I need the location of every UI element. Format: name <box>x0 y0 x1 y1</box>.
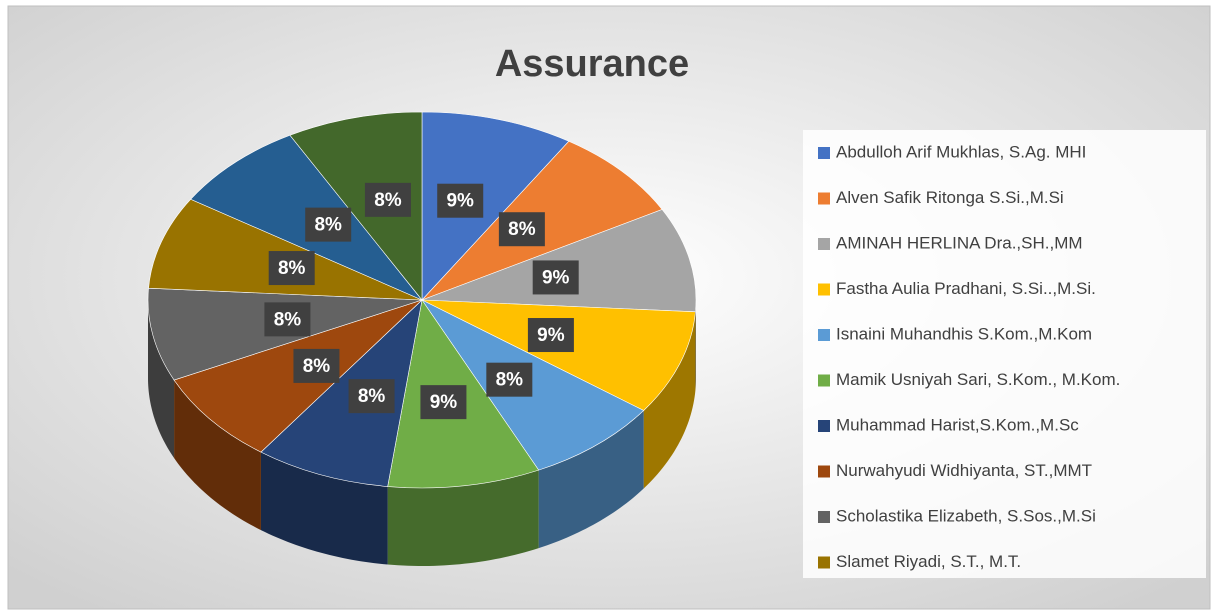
data-label-box <box>305 207 352 242</box>
legend-label: Scholastika Elizabeth, S.Sos.,M.Si <box>836 506 1096 525</box>
legend-swatch <box>818 238 830 250</box>
data-label-box <box>437 183 484 218</box>
data-label: 8% <box>278 258 306 279</box>
slice <box>421 111 570 301</box>
legend-label: Nurwahyudi Widhiyanta, ST.,MMT <box>836 461 1092 480</box>
data-label: 9% <box>446 191 474 212</box>
legend-label: Abdulloh Arif Mukhlas, S.Ag. MHI <box>836 142 1086 161</box>
data-label: 8% <box>274 309 302 330</box>
slice-side <box>260 452 388 565</box>
legend-swatch <box>818 283 830 296</box>
data-label-box <box>420 385 467 420</box>
data-label: 9% <box>537 325 565 346</box>
legend-label: Alven Safik Ritonga S.Si.,M.Si <box>836 188 1064 207</box>
data-label: 9% <box>542 267 570 288</box>
slice <box>289 111 423 301</box>
legend-label: Slamet Riyadi, S.T., M.T. <box>836 552 1021 571</box>
data-label-box <box>486 362 533 397</box>
data-label: 8% <box>314 215 342 236</box>
legend-box <box>803 130 1206 578</box>
legend-swatch <box>818 511 830 523</box>
slice-side <box>174 380 261 531</box>
data-label-box <box>293 348 340 383</box>
data-label-box <box>532 260 579 295</box>
slice <box>421 299 645 471</box>
slice <box>421 299 696 411</box>
legend-swatch <box>818 374 830 387</box>
data-label: 8% <box>496 370 524 391</box>
legend-swatch <box>818 147 830 159</box>
data-label-box <box>364 182 411 217</box>
data-label-box <box>498 212 545 247</box>
slice-side <box>148 300 175 459</box>
legend-swatch <box>818 192 830 205</box>
chart-title: Assurance <box>495 43 689 85</box>
data-label: 8% <box>358 386 386 407</box>
legend-swatch <box>818 556 830 569</box>
data-label: 8% <box>374 190 402 211</box>
slice-side <box>538 410 644 549</box>
data-label-box <box>268 251 315 286</box>
slice-side <box>695 300 696 390</box>
slice-side <box>643 311 696 489</box>
legend-label: Fastha Aulia Pradhani, S.Si..,M.Si. <box>836 279 1096 298</box>
slice <box>148 198 423 301</box>
data-label-box <box>348 379 395 414</box>
slice <box>260 299 423 487</box>
data-label: 8% <box>303 356 331 377</box>
legend-swatch <box>818 329 830 341</box>
legend-label: Isnaini Muhandhis S.Kom.,M.Kom <box>836 324 1092 343</box>
slice-side <box>387 470 539 566</box>
data-label-box <box>264 302 311 337</box>
legend-label: Mamik Usniyah Sari, S.Kom., M.Kom. <box>836 370 1120 389</box>
data-label: 9% <box>430 392 458 413</box>
legend-swatch <box>818 465 830 478</box>
data-label: 8% <box>508 219 536 240</box>
data-label-box <box>527 318 574 353</box>
legend-label: AMINAH HERLINA Dra.,SH.,MM <box>836 233 1083 252</box>
legend-label: Muhammad Harist,S.Kom.,M.Sc <box>836 415 1079 434</box>
legend-swatch <box>818 420 830 432</box>
